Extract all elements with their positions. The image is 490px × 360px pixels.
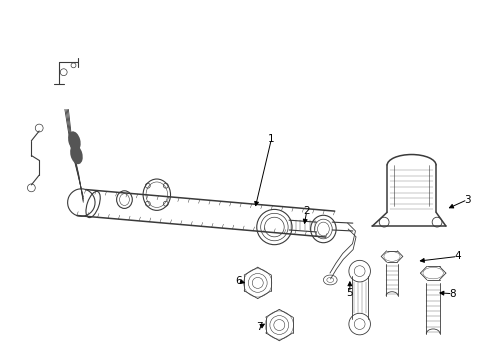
Text: 6: 6 (235, 276, 242, 286)
Ellipse shape (69, 132, 80, 150)
Ellipse shape (71, 146, 82, 163)
Text: 5: 5 (346, 288, 353, 298)
Text: 4: 4 (454, 251, 461, 261)
Text: 7: 7 (256, 322, 263, 332)
Text: 3: 3 (464, 195, 471, 204)
Text: 1: 1 (268, 134, 275, 144)
Text: 8: 8 (449, 289, 456, 299)
Text: 2: 2 (303, 206, 310, 216)
